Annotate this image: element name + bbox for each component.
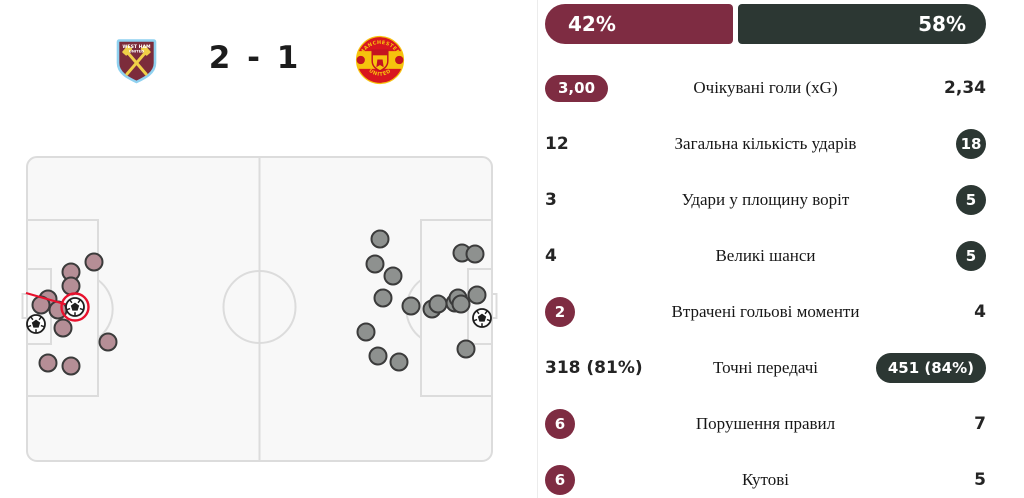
home-stat-value: 318 (81%)	[545, 358, 643, 378]
panel-divider	[537, 0, 538, 498]
away-shot-marker[interactable]	[370, 229, 390, 249]
away-stat-value: 5	[956, 185, 986, 215]
home-shot-marker[interactable]	[98, 332, 118, 352]
away-shot-marker[interactable]	[428, 294, 448, 314]
stat-row-3: 3 Удари у площину воріт 5	[545, 172, 986, 228]
possession-home-value: 42%	[568, 12, 616, 36]
home-stat-value: 6	[545, 465, 575, 495]
away-stat-value: 5	[974, 470, 986, 490]
away-shots-group	[356, 229, 487, 372]
stat-label: Точні передачі	[712, 358, 819, 377]
stat-row-1: 3,00 Очікувані голи (xG) 2,34	[545, 60, 986, 116]
away-shot-marker[interactable]	[467, 285, 487, 305]
stat-row-8: 6 Кутові 5	[545, 452, 986, 498]
stat-rows: 3,00 Очікувані голи (xG) 2,34 12 Загальна кі…	[545, 60, 986, 498]
home-shot-marker[interactable]	[61, 356, 81, 376]
away-stat-value: 2,34	[944, 78, 986, 98]
away-shot-marker[interactable]	[365, 254, 385, 274]
possession-home-segment: 42%	[545, 4, 734, 44]
stat-row-6: 318 (81%) Точні передачі 451 (84%)	[545, 340, 986, 396]
shot-map-pitch	[21, 156, 498, 462]
away-stat-value: 4	[974, 302, 986, 322]
stat-label: Кутові	[741, 470, 789, 489]
stat-label: Очікувані голи (xG)	[693, 78, 838, 97]
home-stat-value: 3,00	[545, 74, 609, 102]
selected-shot-ring	[60, 292, 90, 322]
away-shot-marker[interactable]	[401, 296, 421, 316]
away-stat-value: 18	[956, 129, 986, 159]
match-header: WEST HAM UNITED 2 - 1 MANCHESTER UNITED	[0, 0, 540, 110]
stat-label: Втрачені гольові моменти	[671, 302, 860, 321]
away-shot-marker[interactable]	[356, 322, 376, 342]
possession-away-segment: 58%	[738, 4, 986, 44]
home-goal-ball-icon[interactable]	[65, 297, 85, 317]
away-stat-value: 451 (84%)	[875, 353, 986, 383]
away-shot-marker[interactable]	[389, 352, 409, 372]
home-stat-value: 3	[545, 190, 557, 210]
stat-row-5: 2 Втрачені гольові моменти 4	[545, 284, 986, 340]
home-stat-value: 4	[545, 246, 557, 266]
home-stat-value: 6	[545, 409, 575, 439]
away-goal-ball-icon[interactable]	[472, 308, 492, 328]
home-shot-marker[interactable]	[38, 353, 58, 373]
stat-label: Загальна кількість ударів	[674, 134, 857, 153]
away-team-logo: MANCHESTER UNITED	[355, 35, 405, 85]
manutd-shield-top	[372, 50, 388, 56]
home-shot-marker[interactable]	[53, 318, 73, 338]
away-shot-marker[interactable]	[465, 244, 485, 264]
stats-panel: 42% 58% 3,00 Очікувані голи (xG) 2,34 12 Заг…	[545, 4, 986, 495]
match-score: 2 - 1	[208, 40, 302, 76]
westham-logo-text-1: WEST HAM	[122, 44, 151, 50]
home-shot-marker[interactable]	[84, 252, 104, 272]
stat-label: Порушення правил	[695, 414, 836, 433]
home-goal-ball-icon[interactable]	[26, 314, 46, 334]
home-stat-value: 12	[545, 134, 569, 154]
stat-row-7: 6 Порушення правил 7	[545, 396, 986, 452]
westham-hammers-icon	[125, 51, 148, 76]
away-shot-marker[interactable]	[383, 266, 403, 286]
possession-away-value: 58%	[918, 12, 966, 36]
possession-bar: 42% 58%	[545, 4, 986, 44]
stat-label: Удари у площину воріт	[681, 190, 850, 209]
stat-label: Великі шанси	[715, 246, 816, 265]
away-stat-value: 5	[956, 241, 986, 271]
westham-hammer-heads	[122, 45, 151, 56]
away-shot-marker[interactable]	[373, 288, 393, 308]
home-stat-value: 2	[545, 297, 575, 327]
left-penalty-arc	[97, 279, 114, 339]
stat-row-4: 4 Великі шанси 5	[545, 228, 986, 284]
stat-row-2: 12 Загальна кількість ударів 18	[545, 116, 986, 172]
away-shot-marker[interactable]	[456, 339, 476, 359]
westham-logo-text-2: UNITED	[129, 50, 144, 54]
manutd-logo-text-2: UNITED	[367, 68, 392, 78]
away-stat-value: 7	[974, 414, 986, 434]
home-team-logo: WEST HAM UNITED	[116, 39, 157, 84]
home-shot-marker[interactable]	[61, 276, 81, 296]
away-shot-marker[interactable]	[451, 294, 471, 314]
goal-balls-group	[26, 297, 492, 334]
away-shot-marker[interactable]	[368, 346, 388, 366]
manutd-devil-icon	[376, 59, 384, 68]
